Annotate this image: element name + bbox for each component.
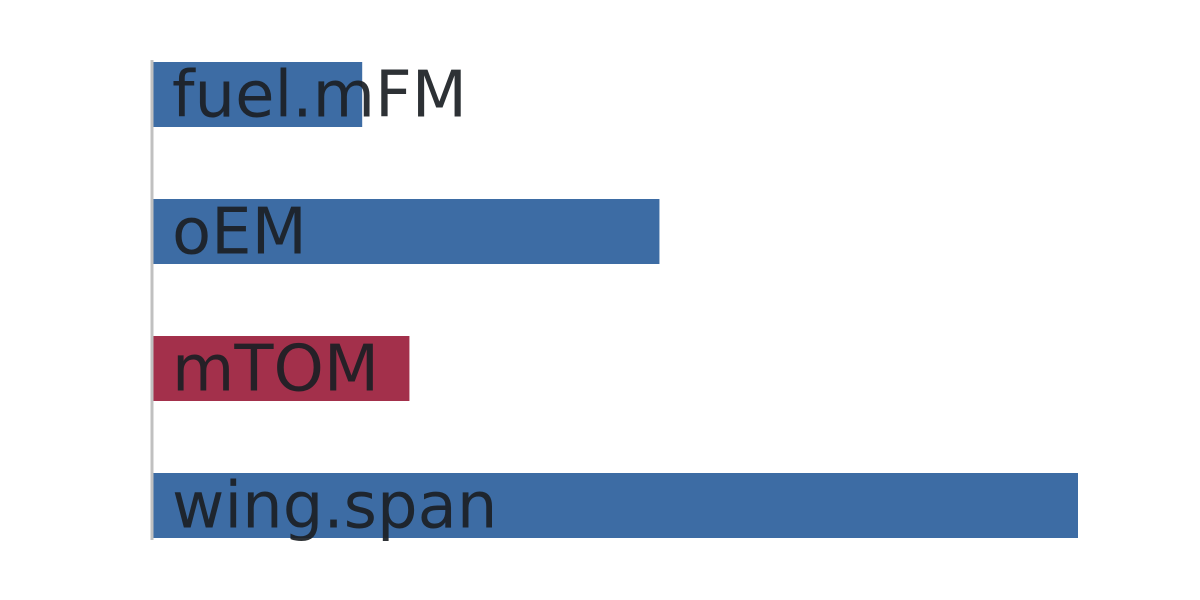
bar-label-oem: oEM	[172, 196, 307, 270]
labels-group: fuel.mFM oEM mTOM wing.span	[172, 59, 497, 544]
bar-label-fuel-mfm: fuel.mFM	[172, 59, 467, 133]
bars-group	[152, 62, 1078, 538]
bar-label-mtom: mTOM	[172, 333, 379, 407]
bar-label-wing-span: wing.span	[172, 470, 497, 544]
